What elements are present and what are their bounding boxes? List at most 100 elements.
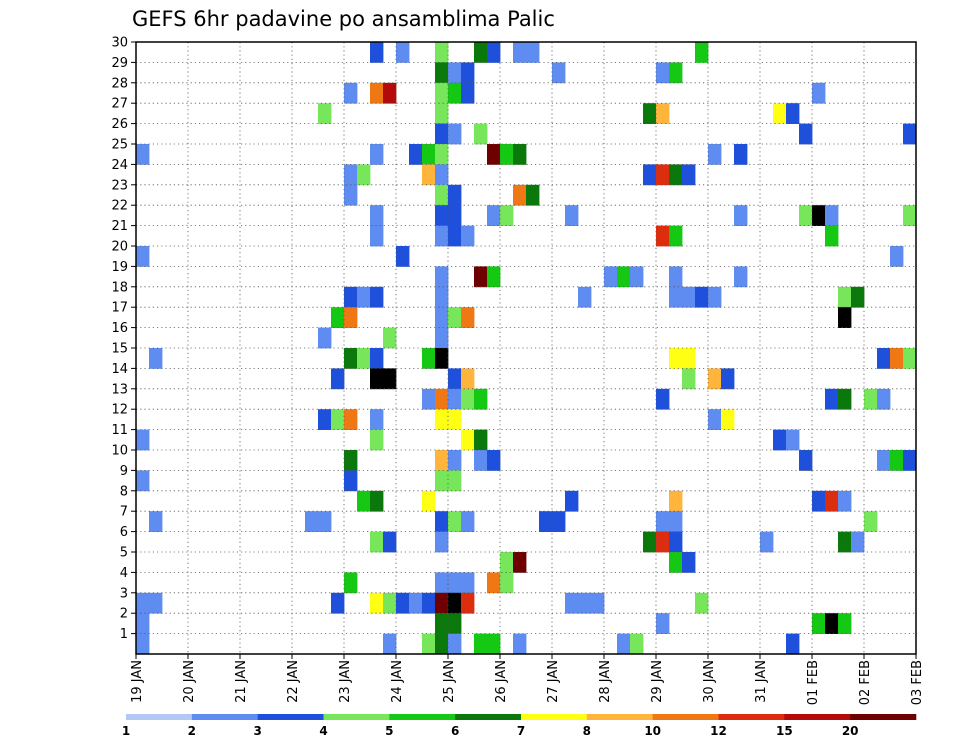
y-tick-label: 11 [111,423,128,438]
y-tick-label: 1 [120,627,128,642]
precip-cell [721,409,735,430]
precip-cell [318,327,332,349]
precip-cell [448,409,462,430]
precip-cell [487,205,501,226]
precip-cell [448,633,462,655]
colorbar-swatch [191,714,258,720]
y-tick-label: 17 [111,301,128,316]
precip-cell [825,613,839,634]
precip-cell [448,592,462,614]
precip-cell [656,531,670,553]
x-tick-label: 27 JAN [546,660,561,703]
precip-cell [136,592,150,614]
precip-cell [825,205,839,226]
precip-cell [370,348,384,369]
precip-cell [643,103,657,124]
precip-cell [786,429,800,451]
precip-cell [461,592,475,614]
y-tick-label: 4 [120,566,128,581]
x-tick-label: 02 FEB [858,660,873,705]
precip-cell [357,348,371,369]
precip-cell [448,62,462,84]
precip-cell [487,42,501,63]
y-tick-label: 10 [111,444,128,459]
precip-cell [734,205,748,226]
precip-cell [435,572,449,594]
precip-cell [370,592,384,614]
precip-cell [825,490,839,512]
precip-cell [331,409,345,430]
precip-cell [669,531,683,553]
precip-cell [630,266,644,288]
precip-cell [526,42,540,63]
precip-cell [708,368,722,390]
precip-cell [669,225,683,247]
precip-cell [422,490,436,512]
precip-cell [461,429,475,451]
precip-cell [760,531,774,553]
precip-cell [513,633,527,655]
precip-cell [565,490,579,512]
precip-cell [435,450,449,471]
precip-cell [838,613,852,634]
precip-cell [669,490,683,512]
precip-cell [630,633,644,655]
precip-cell [357,164,371,186]
precip-cell [643,531,657,553]
colorbar-tick-label: 15 [776,724,793,738]
precip-cell [383,82,397,104]
precip-cell [617,633,631,655]
precip-cell [461,368,475,390]
precip-cell [487,144,501,165]
colorbar-tick-label: 5 [385,724,393,738]
chart-title: GEFS 6hr padavine po ansamblima Palic [132,7,555,31]
precip-cell [500,552,514,573]
precip-cell [344,470,358,492]
precip-cell [669,552,683,573]
precip-cell [136,470,150,492]
precip-cell [656,511,670,532]
precip-cell [383,531,397,553]
colorbar-swatch [586,714,653,720]
precip-cell [799,450,813,471]
colorbar-swatch [126,714,193,720]
precip-cell [864,388,878,410]
precip-cell [370,144,384,165]
precip-cell [721,368,735,390]
precip-cell [149,511,163,532]
y-tick-label: 18 [111,280,128,295]
precip-cell [500,205,514,226]
precip-cell [474,429,488,451]
y-tick-label: 5 [120,546,128,561]
precip-cell [656,103,670,124]
y-tick-label: 30 [111,36,128,51]
precip-cell [786,103,800,124]
x-tick-label: 28 JAN [598,660,613,703]
precip-cell [435,592,449,614]
precip-cell [552,511,566,532]
precip-cell [305,511,319,532]
precip-cell [435,613,449,634]
precip-cell [838,531,852,553]
x-tick-label: 22 JAN [286,660,301,703]
precip-cell [838,286,852,308]
precip-cell [734,144,748,165]
x-tick-label: 01 FEB [806,660,821,705]
precip-cell [383,633,397,655]
precip-cell [448,613,462,634]
precip-cells [136,42,917,655]
precip-cell [344,184,358,206]
precip-cell [136,429,150,451]
precip-cell [786,633,800,655]
precip-cell [838,490,852,512]
precip-cell [812,490,826,512]
precip-cell [669,266,683,288]
precip-cell [383,327,397,349]
precip-cell [734,266,748,288]
y-tick-label: 16 [111,321,128,336]
precip-cell [344,164,358,186]
precip-cell [552,62,566,84]
colorbar-tick-label: 10 [644,724,661,738]
precip-cell [643,164,657,186]
precip-cell [370,286,384,308]
